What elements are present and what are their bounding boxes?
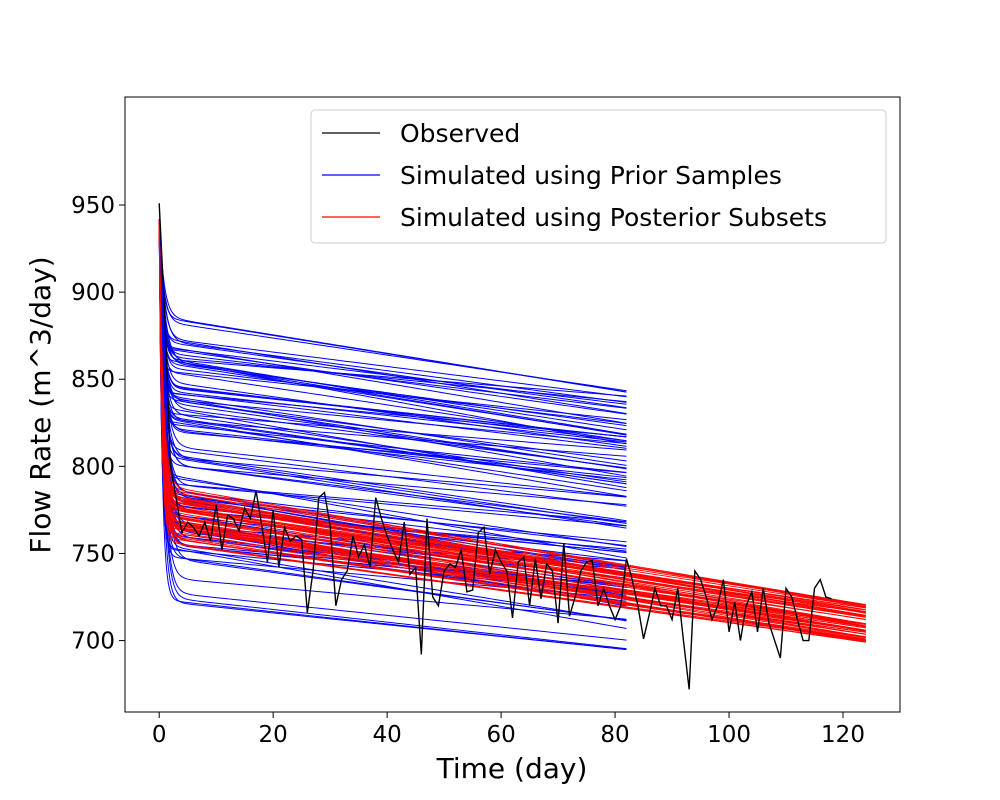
prior-sample-line [158, 218, 627, 523]
legend-label-observed: Observed [400, 119, 520, 148]
y-axis: 700 750 800 850 900 950 [71, 193, 125, 655]
prior-sample-line [158, 218, 627, 474]
prior-sample-line [158, 218, 627, 438]
posterior-subset-line [158, 218, 866, 635]
prior-sample-line [158, 218, 627, 641]
x-tick-label: 40 [372, 722, 401, 748]
prior-sample-line [158, 218, 627, 469]
y-tick-label: 750 [71, 541, 115, 567]
prior-sample-line [158, 218, 627, 588]
x-axis-title: Time (day) [436, 752, 588, 785]
prior-sample-line [158, 218, 627, 497]
prior-sample-line [158, 218, 627, 403]
y-tick-label: 700 [71, 629, 115, 655]
x-tick-label: 80 [600, 722, 629, 748]
prior-sample-line [158, 218, 627, 435]
posterior-subset-line [158, 218, 866, 609]
observed-line [158, 203, 832, 690]
posterior-subset-line [158, 218, 866, 641]
prior-sample-line [158, 218, 627, 451]
posterior-subset-line [158, 218, 866, 625]
x-tick-label: 0 [152, 722, 167, 748]
prior-sample-line [158, 218, 627, 485]
prior-sample-line [158, 218, 627, 527]
posterior-subset-line [158, 218, 866, 616]
observed-series [158, 203, 832, 690]
prior-sample-line [158, 218, 627, 621]
posterior-subset-line [158, 218, 866, 608]
x-tick-label: 100 [707, 722, 751, 748]
prior-sample-line [158, 218, 627, 506]
x-tick-label: 60 [486, 722, 515, 748]
posterior-subset-line [158, 218, 866, 606]
plot-frame [124, 96, 901, 713]
posterior-subset-line [158, 218, 866, 625]
prior-sample-line [158, 218, 627, 650]
legend-box [310, 109, 887, 244]
y-tick-label: 800 [71, 454, 115, 480]
posterior-subset-line [158, 218, 866, 642]
prior-sample-line [158, 218, 627, 470]
prior-sample-line [158, 218, 627, 559]
prior-sample-line [158, 218, 627, 393]
posterior-subset-line [158, 218, 866, 631]
prior-sample-line [158, 218, 627, 522]
posterior-subset-line [158, 218, 866, 614]
y-axis-title: Flow Rate (m^3/day) [24, 256, 57, 553]
prior-sample-line [158, 218, 627, 498]
posterior-subset-line [158, 218, 866, 606]
posterior-subset-line [158, 218, 866, 628]
prior-sample-line [158, 218, 627, 477]
prior-sample-line [158, 218, 627, 651]
prior-sample-line [158, 218, 627, 443]
posterior-subset-line [158, 218, 866, 643]
prior-sample-line [158, 218, 627, 409]
legend: Observed Simulated using Prior Samples S… [310, 109, 887, 244]
x-tick-label: 120 [821, 722, 865, 748]
prior-sample-line [158, 218, 627, 543]
y-tick-label: 950 [71, 193, 115, 219]
prior-sample-line [158, 218, 627, 415]
x-axis: 0 20 40 60 80 100 120 [152, 712, 865, 748]
x-tick-label: 20 [259, 722, 288, 748]
posterior-subset-line [158, 218, 866, 616]
posterior-subset-line [158, 218, 866, 632]
posterior-subset-line [158, 218, 866, 629]
prior-sample-line [158, 218, 627, 469]
prior-sample-line [158, 218, 627, 548]
prior-sample-line [158, 218, 627, 447]
prior-sample-line [158, 218, 627, 442]
prior-sample-line [158, 218, 627, 466]
posterior-subset-line [158, 218, 866, 643]
prior-sample-line [158, 218, 627, 620]
y-tick-label: 850 [71, 367, 115, 393]
posterior-subset-line [158, 218, 866, 611]
prior-sample-line [158, 218, 627, 498]
prior-sample-line [158, 218, 627, 483]
legend-label-posterior: Simulated using Posterior Subsets [400, 203, 827, 232]
prior-sample-line [158, 218, 627, 523]
prior-sample-line [158, 218, 627, 449]
prior-sample-line [158, 218, 627, 398]
posterior-subset-line [158, 218, 866, 606]
posterior-subset-line [158, 218, 866, 625]
y-tick-label: 900 [71, 280, 115, 306]
prior-sample-line [158, 218, 627, 436]
prior-sample-line [158, 218, 627, 421]
legend-label-prior: Simulated using Prior Samples [400, 161, 782, 190]
prior-sample-line [158, 218, 627, 507]
